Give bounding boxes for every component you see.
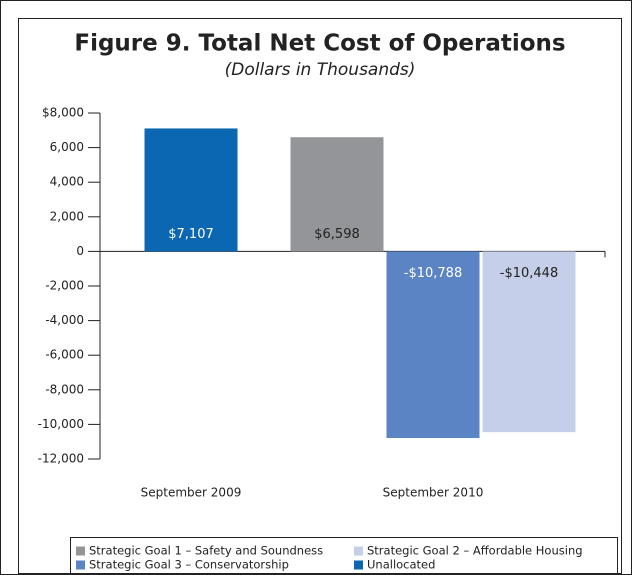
- x-tick-label: September 2009: [141, 486, 242, 500]
- y-tick-label: -2,000: [45, 279, 84, 293]
- legend-swatch: [354, 560, 363, 570]
- legend-box: [70, 537, 618, 575]
- value-label: $6,598: [314, 227, 360, 242]
- bar: [290, 137, 384, 252]
- y-tick-label: -10,000: [38, 417, 84, 431]
- y-tick-label: -6,000: [45, 348, 84, 362]
- legend-label: Unallocated: [367, 558, 435, 572]
- x-tick-label: September 2010: [383, 486, 484, 500]
- y-tick-label: 2,000: [50, 209, 84, 223]
- legend-label: Strategic Goal 2 – Affordable Housing: [367, 544, 583, 558]
- chart-title: Figure 9. Total Net Cost of Operations: [74, 31, 565, 57]
- legend-swatch: [354, 546, 363, 556]
- legend-swatch: [76, 560, 85, 570]
- value-label: $7,107: [168, 227, 214, 242]
- y-tick-label: 6,000: [50, 140, 84, 154]
- value-label: -$10,788: [404, 266, 462, 281]
- bar: [482, 251, 576, 433]
- legend-label: Strategic Goal 3 – Conservatorship: [89, 558, 289, 572]
- bar: [144, 128, 238, 252]
- y-tick-label: -4,000: [45, 313, 84, 327]
- legend-swatch: [76, 546, 85, 556]
- y-tick-label: $8,000: [42, 106, 84, 120]
- legend-label: Strategic Goal 1 – Safety and Soundness: [89, 544, 323, 558]
- chart-subtitle: (Dollars in Thousands): [225, 60, 416, 80]
- y-tick-label: -12,000: [38, 452, 84, 466]
- y-tick-label: 0: [76, 244, 84, 258]
- y-tick-label: 4,000: [50, 175, 84, 189]
- bar: [386, 251, 480, 439]
- chart-frame: [18, 18, 622, 574]
- value-label: -$10,448: [500, 266, 558, 281]
- y-tick-label: -8,000: [45, 382, 84, 396]
